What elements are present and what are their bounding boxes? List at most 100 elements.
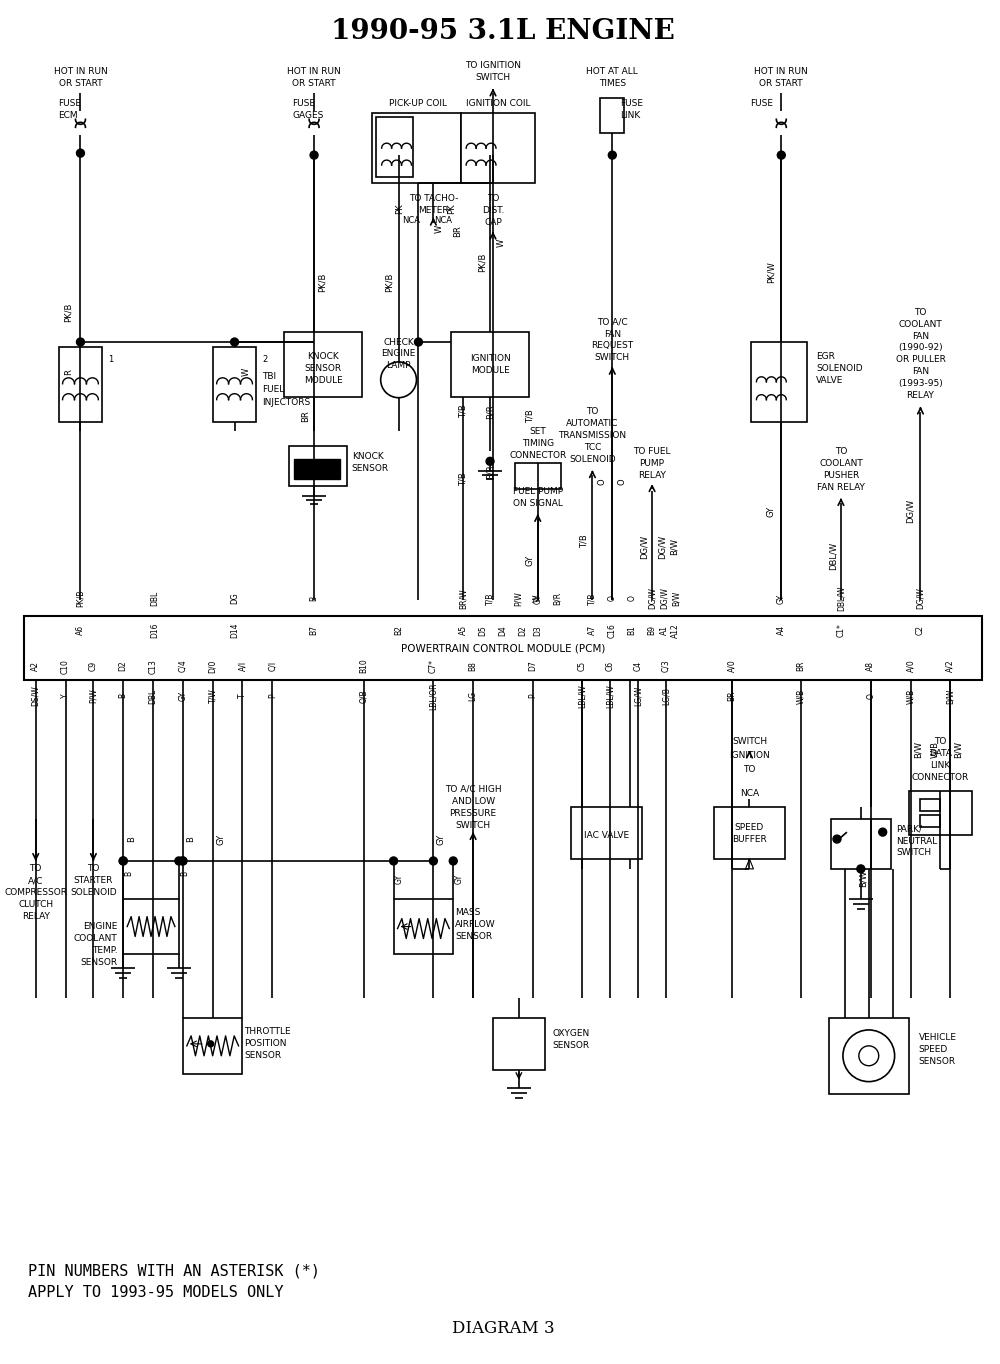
Text: SOLENOID: SOLENOID	[569, 454, 616, 464]
Text: INJECTORS: INJECTORS	[262, 398, 311, 408]
Bar	[372, 113, 461, 183]
Text: A8: A8	[866, 662, 875, 671]
Text: B9: B9	[648, 625, 657, 636]
Circle shape	[390, 857, 398, 865]
Text: P/W: P/W	[513, 591, 522, 606]
Text: LINK: LINK	[930, 761, 950, 771]
Text: COOLANT: COOLANT	[899, 319, 942, 329]
Text: PK/B: PK/B	[318, 273, 327, 292]
Text: FAN: FAN	[912, 331, 929, 341]
Text: FUEL PUMP: FUEL PUMP	[513, 487, 563, 495]
Text: POSITION: POSITION	[244, 1039, 287, 1049]
Text: IGNITION: IGNITION	[729, 752, 770, 760]
Text: D4: D4	[498, 625, 507, 636]
Text: TCC: TCC	[584, 443, 601, 451]
Text: PRESSURE: PRESSURE	[450, 809, 497, 818]
Text: C/4: C/4	[178, 660, 187, 672]
Text: CAP: CAP	[484, 218, 502, 228]
Text: A4: A4	[777, 625, 786, 636]
Text: OR START: OR START	[292, 79, 336, 89]
Circle shape	[879, 828, 887, 836]
Bar	[909, 791, 972, 835]
Text: A2: A2	[31, 662, 40, 671]
Text: AUTOMATIC: AUTOMATIC	[566, 419, 619, 428]
Text: P: P	[268, 694, 277, 698]
Text: TIMES: TIMES	[599, 79, 626, 89]
Text: FUEL: FUEL	[262, 385, 285, 394]
Text: VALVE: VALVE	[816, 376, 843, 385]
Bar	[714, 807, 785, 859]
Text: LINK: LINK	[620, 110, 641, 120]
Circle shape	[119, 857, 127, 865]
Text: T: T	[238, 694, 247, 698]
Text: TEMP.: TEMP.	[92, 945, 117, 955]
Bar	[751, 342, 807, 421]
Text: DIAGRAM 3: DIAGRAM 3	[452, 1319, 554, 1337]
Text: DBL/W: DBL/W	[836, 585, 845, 611]
Bar	[213, 346, 256, 421]
Text: DG/W: DG/W	[659, 588, 668, 610]
Text: FAN RELAY: FAN RELAY	[817, 483, 865, 491]
Text: C6: C6	[606, 662, 615, 671]
Text: MASS: MASS	[455, 908, 481, 917]
Text: B/W: B/W	[954, 741, 963, 758]
Text: NCA: NCA	[740, 788, 759, 798]
Circle shape	[310, 338, 318, 346]
Text: W: W	[435, 225, 444, 233]
Text: GY: GY	[437, 833, 446, 844]
Text: T/B: T/B	[459, 405, 468, 419]
Text: 2: 2	[262, 356, 268, 364]
Text: SENSOR: SENSOR	[455, 932, 492, 941]
Text: METER: METER	[418, 206, 449, 216]
Text: ON SIGNAL: ON SIGNAL	[513, 499, 563, 507]
Text: TO: TO	[586, 406, 599, 416]
Text: NCA: NCA	[402, 217, 420, 225]
Text: A/I: A/I	[238, 662, 247, 671]
Text: 1990-95 3.1L ENGINE: 1990-95 3.1L ENGINE	[331, 18, 675, 45]
Text: SPEED: SPEED	[735, 822, 764, 832]
Text: D2: D2	[119, 660, 128, 671]
Text: B/R: B/R	[553, 592, 562, 606]
Circle shape	[231, 338, 239, 346]
Text: HOT IN RUN: HOT IN RUN	[287, 67, 341, 76]
Text: TO IGNITION: TO IGNITION	[465, 61, 521, 70]
Text: TO: TO	[835, 447, 847, 456]
Text: B/W: B/W	[858, 870, 867, 888]
Text: B/W: B/W	[914, 741, 923, 758]
Text: R: R	[64, 368, 73, 375]
Text: A12: A12	[671, 623, 680, 638]
Text: SENSOR: SENSOR	[244, 1052, 282, 1060]
Text: KNOCK: KNOCK	[307, 352, 339, 361]
Text: TIMING: TIMING	[522, 439, 554, 447]
Text: T/W: T/W	[208, 689, 217, 704]
Text: TO: TO	[914, 308, 927, 316]
Circle shape	[179, 857, 187, 865]
Text: TO A/C: TO A/C	[597, 318, 628, 326]
Text: B/W: B/W	[671, 591, 680, 606]
Text: PK/B: PK/B	[384, 273, 393, 292]
Bar	[183, 1018, 242, 1073]
Text: W: W	[533, 595, 542, 603]
Text: RELAY: RELAY	[22, 913, 50, 921]
Text: A1: A1	[659, 625, 668, 636]
Text: RELAY: RELAY	[907, 391, 934, 400]
Bar	[24, 617, 982, 681]
Text: D3: D3	[533, 625, 542, 636]
Text: SWITCH: SWITCH	[595, 353, 630, 363]
Text: T/B: T/B	[459, 472, 468, 486]
Text: SENSOR: SENSOR	[352, 464, 389, 473]
Text: C1*: C1*	[836, 623, 845, 637]
Bar	[376, 117, 413, 177]
Text: C13: C13	[149, 659, 158, 674]
Text: C5: C5	[578, 662, 587, 671]
Text: FUSE: FUSE	[59, 100, 82, 108]
Text: DG/W: DG/W	[658, 535, 667, 559]
Text: GAGES: GAGES	[292, 110, 324, 120]
Text: D16: D16	[151, 622, 160, 638]
Text: C16: C16	[608, 623, 617, 638]
Text: T/B: T/B	[580, 533, 589, 548]
Text: SWITCH: SWITCH	[456, 821, 491, 829]
Text: O: O	[598, 477, 607, 484]
Bar	[59, 346, 102, 421]
Text: IGNITION: IGNITION	[470, 355, 510, 363]
